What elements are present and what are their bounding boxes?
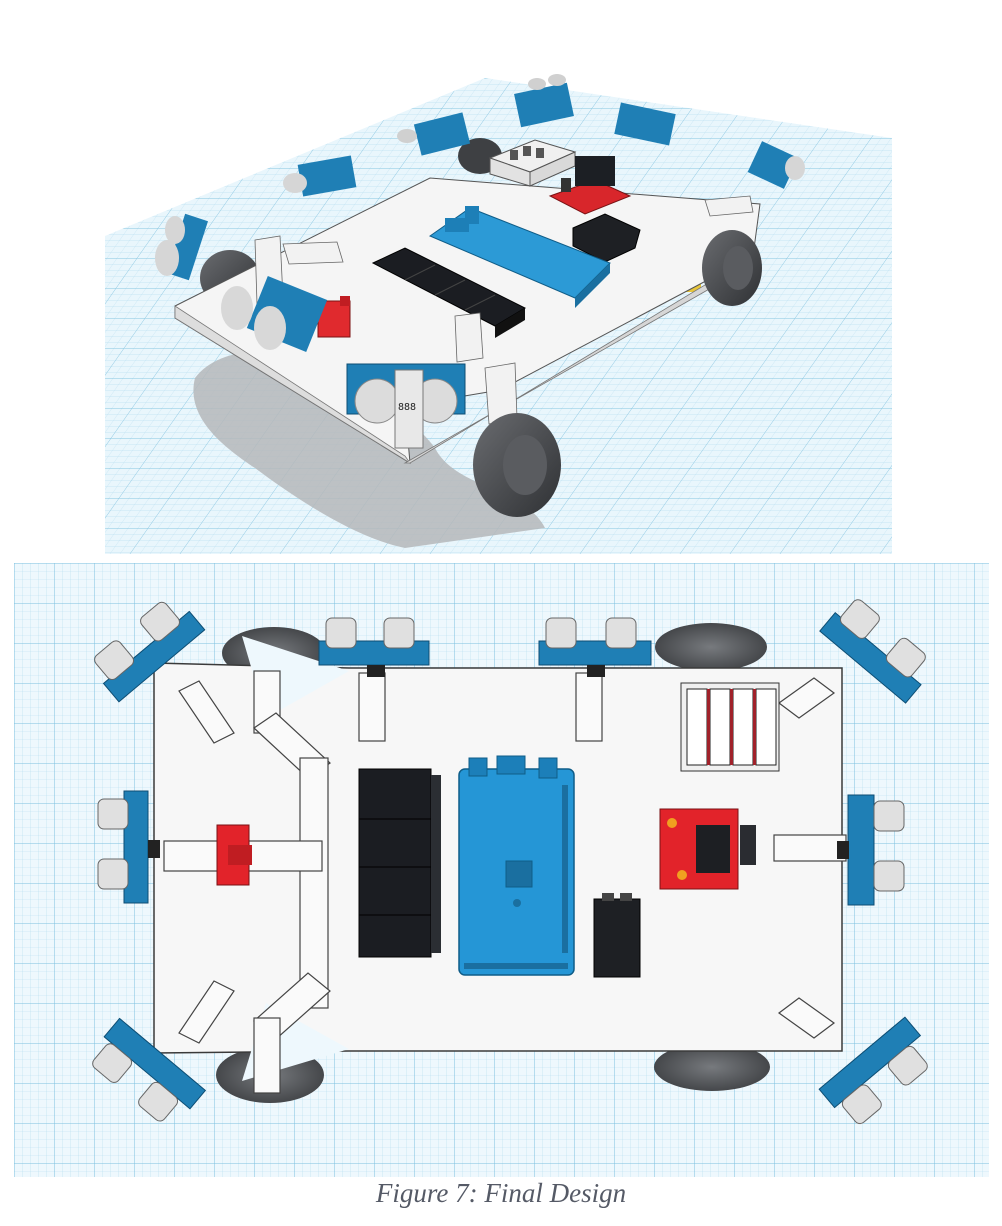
top-view xyxy=(14,563,989,1177)
sensor-brackets xyxy=(254,195,754,425)
wheel-front-left xyxy=(473,413,561,517)
sensor-brackets xyxy=(163,670,847,1094)
battery-9v xyxy=(572,213,641,263)
ultrasonic-sensor-corner-top-left xyxy=(94,601,206,703)
motor-driver-board xyxy=(659,808,756,890)
microcontroller-board xyxy=(428,206,611,308)
wheel-top-right xyxy=(655,623,767,671)
ultrasonic-sensor-back-2 xyxy=(397,112,471,156)
ultrasonic-sensor-top-right xyxy=(538,617,652,677)
figure-caption: Figure 7: Final Design xyxy=(375,1178,627,1208)
ultrasonic-sensor-front: 888 xyxy=(346,363,466,449)
ultrasonic-sensor-corner-bottom-left xyxy=(92,1017,207,1122)
wheel-bottom-right xyxy=(654,1043,770,1091)
robot-shadow xyxy=(193,351,545,548)
sensor-label: 888 xyxy=(398,402,416,413)
ultrasonic-sensor-top-left xyxy=(318,617,430,677)
wheel-front-right xyxy=(702,230,762,306)
ultrasonic-sensor-right xyxy=(837,794,905,906)
ultrasonic-sensor-corner-bottom-right xyxy=(818,1016,928,1125)
ultrasonic-sensor-left-1 xyxy=(283,155,357,197)
perspective-view: 888 xyxy=(105,18,892,554)
ultrasonic-sensor-right-1 xyxy=(747,141,805,189)
ultrasonic-sensor-back-3 xyxy=(614,102,676,146)
ultrasonic-sensor-corner-top-right xyxy=(819,599,926,704)
battery-holder xyxy=(488,139,577,187)
microcontroller-board xyxy=(458,755,575,976)
ultrasonic-sensor-back-1 xyxy=(514,74,574,128)
ultrasonic-sensor-front-left xyxy=(221,276,328,352)
servo-motor xyxy=(216,824,252,886)
relay-modules xyxy=(358,768,441,958)
battery-9v xyxy=(593,893,641,978)
ultrasonic-sensor-left-2 xyxy=(155,213,208,281)
battery-holder xyxy=(680,682,780,772)
ultrasonic-sensor-left xyxy=(97,790,160,904)
relay-modules xyxy=(371,247,527,338)
motor-driver-board xyxy=(548,156,632,215)
